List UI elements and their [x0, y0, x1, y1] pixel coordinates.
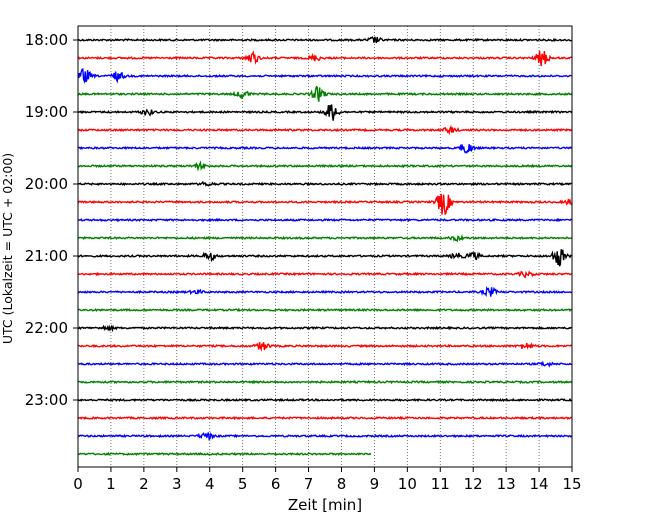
trace-row	[77, 307, 572, 313]
x-tick-label: 7	[304, 475, 314, 493]
x-axis-label: Zeit [min]	[288, 496, 362, 514]
x-tick-label: 10	[398, 475, 417, 493]
trace-row	[77, 180, 572, 187]
trace-row	[77, 85, 573, 102]
y-axis-label: UTC (Lokalzeit = UTC + 02:00)	[0, 153, 15, 344]
x-axis-ticks: 0 1 2 3 4 5 6 7 8 9 10 11 12 13 14 15	[73, 467, 582, 493]
trace-row	[77, 124, 573, 136]
y-tick-label: 22:00	[25, 319, 68, 337]
trace-row	[77, 415, 572, 421]
trace-row	[77, 36, 572, 44]
x-tick-label: 6	[271, 475, 281, 493]
trace-row	[77, 104, 573, 121]
x-tick-label: 9	[370, 475, 380, 493]
trace-row	[77, 379, 573, 385]
trace-row	[77, 324, 572, 333]
trace-row	[77, 143, 573, 154]
x-tick-label: 15	[562, 475, 581, 493]
x-tick-label: 12	[464, 475, 483, 493]
x-tick-label: 2	[139, 475, 149, 493]
x-tick-label: 14	[530, 475, 549, 493]
trace-row	[77, 397, 573, 403]
trace-row	[77, 360, 572, 368]
x-tick-label: 11	[431, 475, 450, 493]
x-tick-label: 4	[205, 475, 215, 493]
x-tick-label: 1	[106, 475, 116, 493]
x-tick-label: 13	[497, 475, 516, 493]
trace-row	[77, 68, 572, 85]
trace-row	[77, 50, 572, 67]
x-tick-label: 8	[337, 475, 347, 493]
y-tick-label: 18:00	[25, 31, 68, 49]
trace-row	[77, 432, 573, 441]
trace-row	[77, 234, 572, 243]
y-axis-ticks: 18:00 19:00 20:00 21:00 22:00 23:00	[25, 31, 78, 409]
trace-row	[77, 193, 573, 216]
y-tick-label: 21:00	[25, 247, 68, 265]
plot-frame	[77, 25, 573, 468]
trace-row	[78, 451, 372, 456]
y-tick-label: 19:00	[25, 103, 68, 121]
y-tick-label: 20:00	[25, 175, 68, 193]
trace-row	[77, 342, 573, 353]
x-tick-label: 5	[238, 475, 248, 493]
x-tick-label: 0	[73, 475, 83, 493]
trace-row	[77, 217, 572, 223]
x-tick-label: 3	[172, 475, 182, 493]
trace-row	[77, 270, 573, 279]
seismic-traces	[77, 36, 573, 456]
trace-row	[77, 160, 573, 172]
trace-row	[77, 285, 572, 298]
trace-row	[77, 249, 573, 267]
y-tick-label: 23:00	[25, 391, 68, 409]
